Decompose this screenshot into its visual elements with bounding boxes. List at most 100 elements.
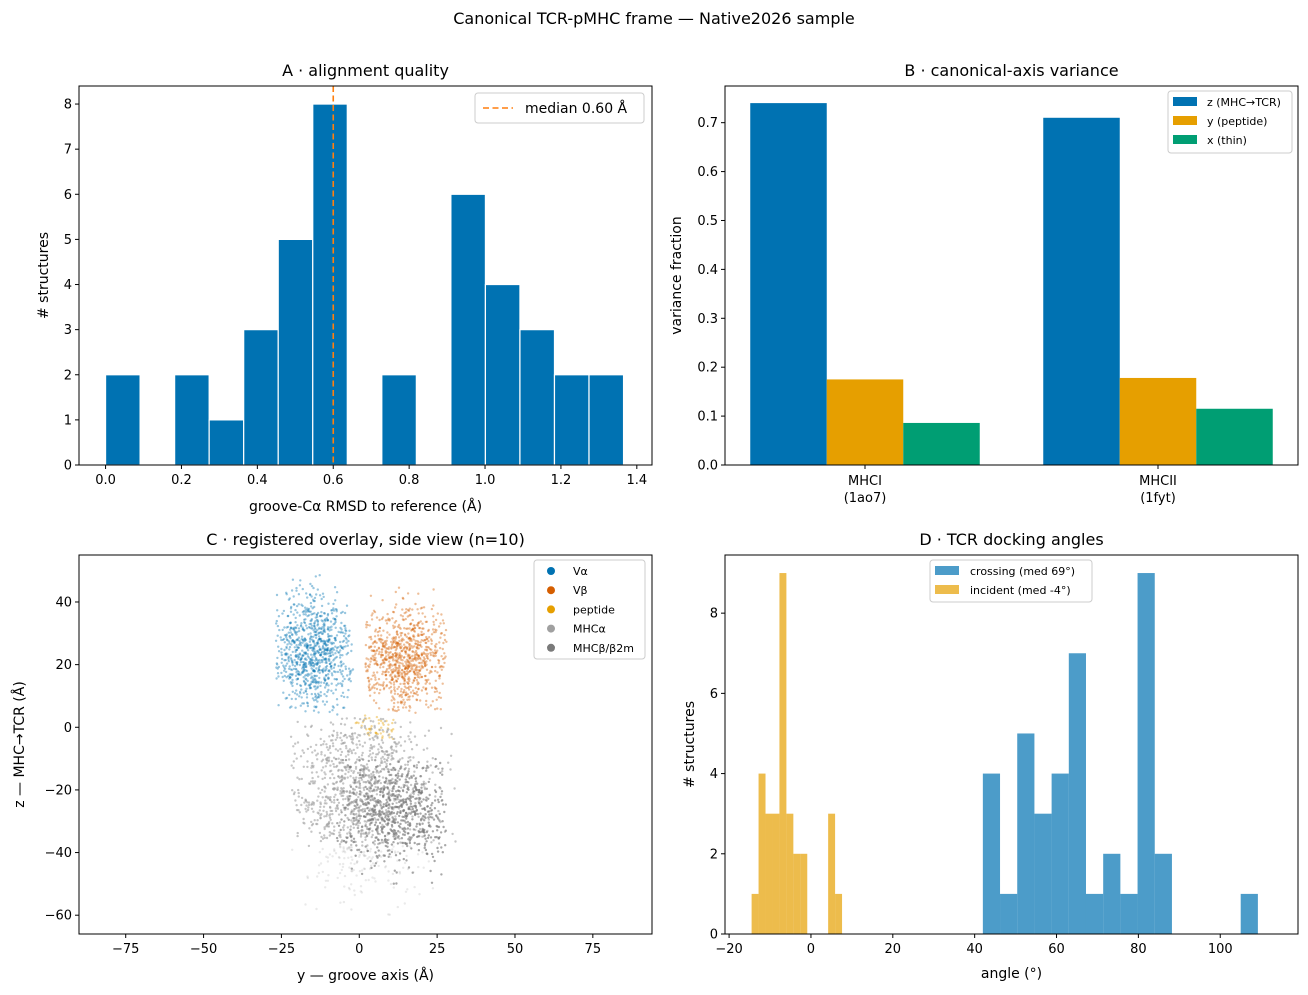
scatter-point [325,667,328,670]
scatter-point [292,595,295,598]
scatter-point [297,603,300,606]
scatter-point [440,632,443,635]
scatter-point [343,776,346,779]
scatter-point [380,807,383,810]
scatter-point [394,619,398,623]
scatter-point [392,705,396,708]
crossing-bar [1240,893,1258,934]
scatter-point [402,866,405,869]
scatter-point [425,654,428,657]
scatter-point [369,850,372,853]
scatter-point [342,695,346,699]
scatter-point [291,673,294,676]
scatter-point [352,776,355,780]
scatter-point [340,750,344,754]
scatter-point [280,653,283,657]
scatter-point [378,650,381,654]
scatter-point [276,624,280,628]
scatter-point [347,886,351,890]
scatter-point [361,751,364,755]
scatter-point [418,626,422,630]
scatter-point [305,664,308,667]
scatter-point [308,782,311,785]
scatter-point [359,833,363,836]
scatter-point [374,683,378,686]
scatter-point [328,634,332,638]
scatter-point [432,620,435,624]
scatter-point [405,648,408,651]
scatter-point [297,655,300,658]
scatter-point [304,652,307,656]
scatter-point [424,661,427,664]
scatter-point [332,762,335,766]
scatter-point [363,820,366,823]
scatter-point [412,834,415,837]
scatter-point [289,621,292,625]
scatter-point [325,682,329,685]
scatter-point [381,741,385,744]
scatter-point [436,649,439,652]
scatter-point [434,628,437,631]
scatter-point [396,642,399,645]
scatter-point [320,650,324,654]
scatter-point [392,817,395,821]
scatter-point [295,604,299,608]
scatter-point [391,721,394,725]
scatter-point [328,662,332,666]
scatter-point [343,851,347,854]
scatter-point [403,611,406,615]
variance-bar [1043,117,1120,465]
scatter-point [358,717,362,721]
scatter-point [308,687,312,690]
scatter-point [309,664,312,667]
scatter-point [323,693,326,696]
scatter-point [350,846,353,849]
scatter-point [389,657,392,660]
scatter-point [359,804,362,808]
scatter-point [407,664,410,668]
scatter-point [416,853,420,856]
scatter-point [340,694,343,698]
scatter-point [390,644,394,647]
scatter-point [351,858,354,861]
panel-d-ytick-label: 2 [710,847,718,862]
scatter-point [326,640,330,643]
scatter-point [437,674,441,678]
scatter-point [383,720,387,723]
scatter-point [330,634,333,638]
scatter-point [388,664,391,668]
scatter-point [332,756,336,759]
scatter-point [402,618,405,622]
scatter-point [349,846,352,849]
scatter-point [407,760,410,763]
scatter-point [417,612,420,615]
scatter-point [359,885,363,888]
scatter-point [388,663,392,666]
scatter-point [424,782,427,785]
scatter-point [391,653,394,656]
scatter-point [440,668,443,671]
scatter-point [408,645,411,648]
scatter-point [326,879,330,882]
scatter-point [418,790,421,794]
scatter-point [369,812,372,816]
scatter-point [388,651,391,655]
scatter-point [420,783,423,786]
scatter-point [420,639,423,642]
scatter-point [367,819,370,822]
scatter-point [298,811,301,814]
scatter-point [340,628,343,631]
scatter-point [329,751,332,755]
scatter-point [427,706,430,709]
scatter-point [313,653,316,656]
scatter-point [373,797,376,800]
scatter-point [424,688,428,691]
scatter-point [407,665,411,668]
scatter-point [425,663,428,666]
scatter-point [325,795,328,798]
scatter-point [414,602,417,606]
scatter-point [413,885,416,889]
scatter-point [410,639,413,643]
histogram-bar [208,419,245,466]
scatter-point [414,642,417,645]
